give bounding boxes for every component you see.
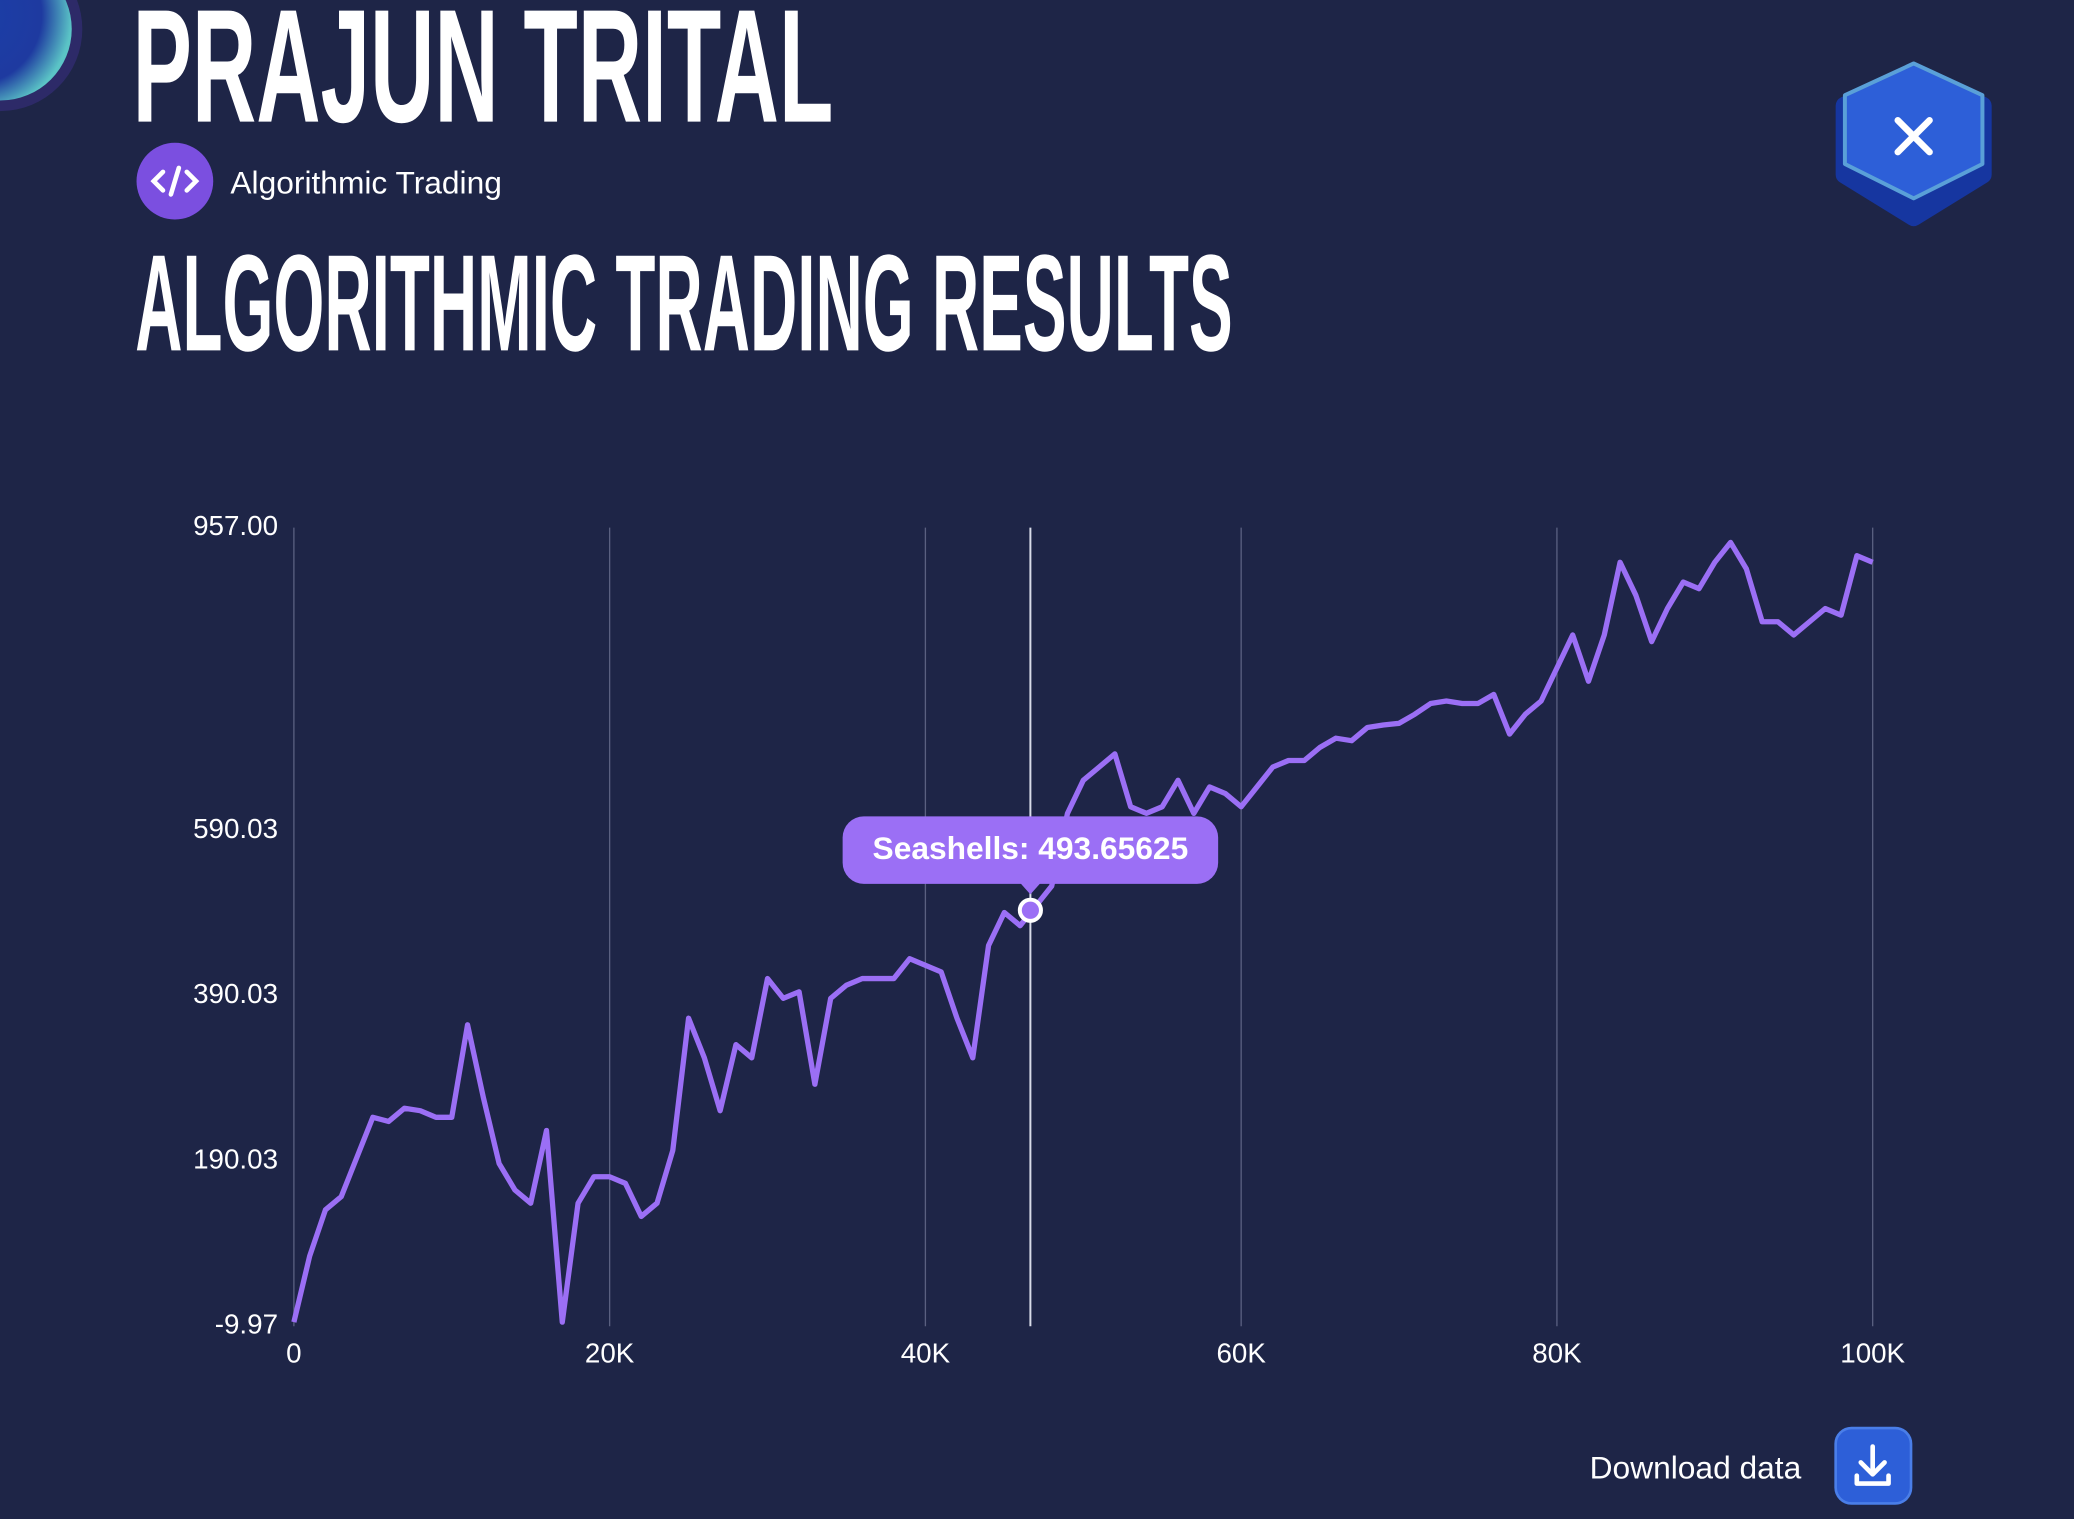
profile-name: PRAJUN TRITAL	[133, 0, 834, 157]
close-icon	[1894, 117, 1933, 156]
download-icon	[1854, 1444, 1891, 1486]
x-tick-label: 40K	[901, 1338, 951, 1369]
tag-label: Algorithmic Trading	[230, 164, 501, 200]
data-line	[291, 539, 1874, 1325]
y-tick-label: 190.03	[193, 1143, 278, 1174]
tooltip-box	[842, 816, 1219, 884]
tooltip-pointer	[1019, 882, 1041, 895]
y-tick-label: 390.03	[193, 978, 278, 1009]
close-face	[1842, 61, 1985, 201]
y-tick-label: -9.97	[215, 1309, 278, 1340]
x-tick-label: 60K	[1216, 1338, 1266, 1369]
chart: 0 20K 40K 60K 80K 100K -9.97 190.03 390.03 590.03…	[193, 510, 1905, 1369]
code-icon	[150, 165, 200, 197]
x-tick-label: 20K	[585, 1338, 635, 1369]
x-tick-label: 100K	[1840, 1338, 1905, 1369]
y-tick-label: 590.03	[193, 813, 278, 844]
x-tick-label: 80K	[1532, 1338, 1582, 1369]
x-tick-label: 0	[286, 1338, 301, 1369]
download-button[interactable]	[1834, 1426, 1913, 1505]
chart-title: ALGORITHMIC TRADING RESULTS	[135, 227, 1232, 380]
close-button[interactable]	[1835, 61, 1992, 227]
tooltip-label: Seashells: 493.65625	[873, 830, 1189, 866]
hover-point	[1017, 897, 1043, 923]
avatar	[0, 0, 72, 101]
download-label: Download data	[1590, 1450, 1802, 1486]
y-tick-label: 957.00	[193, 510, 278, 541]
